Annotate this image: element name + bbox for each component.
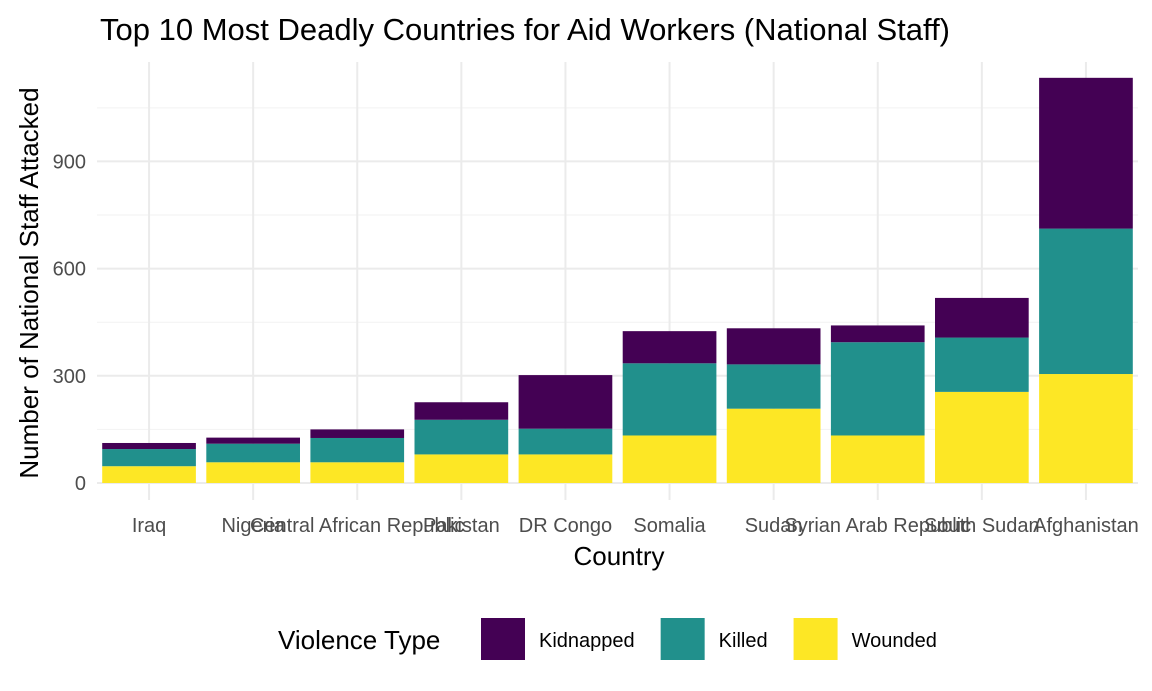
bar-kidnapped bbox=[102, 442, 196, 450]
bar-killed bbox=[1039, 228, 1133, 375]
bar-kidnapped bbox=[726, 328, 821, 365]
legend-key-killed bbox=[660, 618, 705, 660]
y-tick-label: 600 bbox=[53, 259, 86, 281]
bar-killed bbox=[935, 337, 1029, 392]
bar-kidnapped bbox=[1039, 77, 1133, 229]
y-tick-label: 300 bbox=[53, 366, 86, 388]
y-axis-ticks: 0 300 600 900 bbox=[53, 151, 86, 495]
x-tick-label: Sudan bbox=[745, 515, 803, 537]
bar-killed bbox=[414, 419, 509, 455]
bar-kidnapped bbox=[622, 331, 717, 364]
legend: Violence Type Kidnapped Killed Wounded bbox=[278, 618, 937, 660]
bar-killed bbox=[726, 364, 821, 409]
bars bbox=[102, 77, 1133, 483]
bar-kidnapped bbox=[518, 375, 613, 429]
bar-killed bbox=[830, 342, 925, 436]
bar-wounded bbox=[1039, 374, 1133, 483]
bar-kidnapped bbox=[310, 429, 405, 438]
bar-wounded bbox=[310, 462, 405, 483]
bar-kidnapped bbox=[414, 402, 509, 420]
legend-key-wounded bbox=[793, 618, 838, 660]
bar-killed bbox=[102, 449, 196, 467]
bar-killed bbox=[622, 363, 717, 436]
bar-wounded bbox=[622, 435, 717, 483]
bar-wounded bbox=[830, 435, 925, 483]
bar-wounded bbox=[518, 454, 613, 483]
bar-wounded bbox=[414, 454, 509, 483]
bar-wounded bbox=[206, 462, 300, 483]
x-tick-label: South Sudan bbox=[924, 515, 1040, 537]
legend-label-wounded: Wounded bbox=[852, 630, 937, 652]
chart-title: Top 10 Most Deadly Countries for Aid Wor… bbox=[100, 12, 950, 47]
x-tick-label: Iraq bbox=[132, 515, 166, 537]
bar-kidnapped bbox=[935, 297, 1029, 338]
x-tick-label: Somalia bbox=[633, 515, 706, 537]
y-axis-title: Number of National Staff Attacked bbox=[14, 87, 44, 478]
bar-wounded bbox=[726, 408, 821, 483]
bar-killed bbox=[518, 428, 613, 455]
x-tick-label: Nigeria bbox=[221, 515, 285, 537]
x-axis-title: Country bbox=[573, 541, 664, 571]
y-tick-label: 0 bbox=[75, 473, 86, 495]
bar-killed bbox=[206, 443, 300, 463]
y-tick-label: 900 bbox=[53, 151, 86, 173]
legend-key-kidnapped bbox=[481, 618, 525, 660]
bar-wounded bbox=[935, 391, 1029, 483]
bar-kidnapped bbox=[830, 325, 925, 343]
x-tick-label: Afghanistan bbox=[1033, 515, 1139, 537]
x-tick-label: Pakistan bbox=[423, 515, 500, 537]
bar-killed bbox=[310, 437, 405, 463]
bar-kidnapped bbox=[206, 437, 300, 444]
bar-wounded bbox=[102, 466, 196, 483]
legend-title: Violence Type bbox=[278, 625, 440, 655]
x-tick-label: DR Congo bbox=[519, 515, 612, 537]
x-tick-label: Central African Republic bbox=[250, 515, 465, 537]
legend-label-killed: Killed bbox=[719, 630, 768, 652]
legend-label-kidnapped: Kidnapped bbox=[539, 630, 635, 652]
x-tick-label: Syrian Arab Republic bbox=[784, 515, 971, 537]
